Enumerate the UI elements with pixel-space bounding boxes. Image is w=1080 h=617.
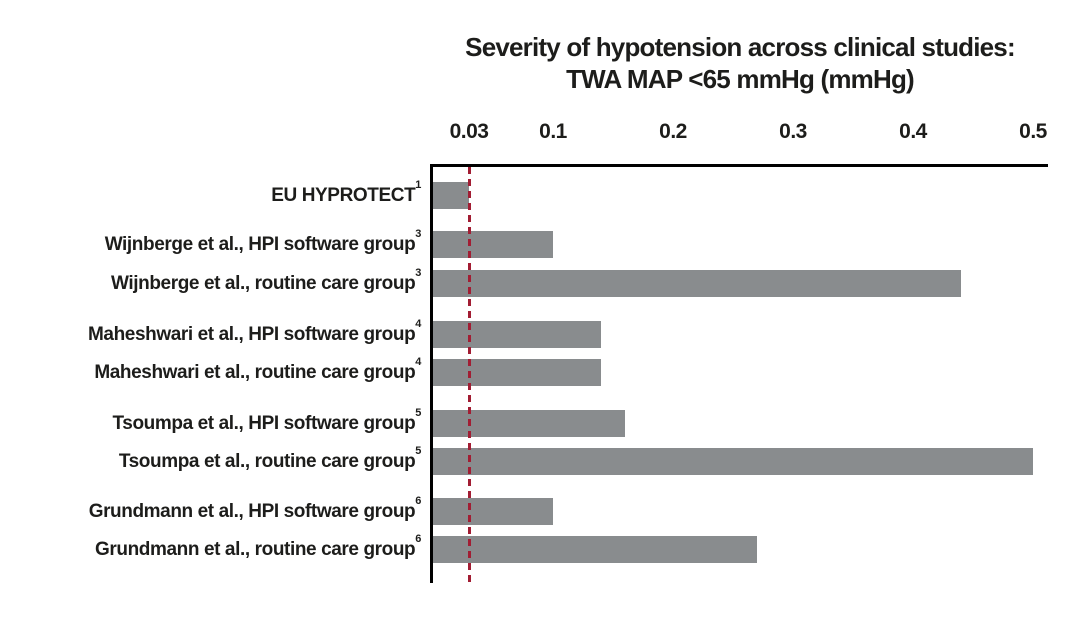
bar <box>433 231 553 258</box>
category-label: Tsoumpa et al., routine care group5 <box>118 445 422 473</box>
category-label: Grundmann et al., routine care group6 <box>95 533 421 561</box>
reference-superscript: 3 <box>415 228 421 240</box>
x-tick-label: 0.5 <box>1019 120 1047 143</box>
reference-superscript: 5 <box>415 445 421 457</box>
x-tick-label: 0.03 <box>449 120 489 143</box>
bar <box>433 498 553 525</box>
reference-superscript: 4 <box>415 356 421 368</box>
bar <box>433 536 757 563</box>
x-tick-label: 0.2 <box>659 120 687 143</box>
category-label: EU HYPROTECT1 <box>271 179 421 207</box>
bar <box>433 182 469 209</box>
reference-line <box>467 167 471 583</box>
plot-area <box>430 164 1048 583</box>
reference-superscript: 5 <box>415 407 421 419</box>
reference-superscript: 4 <box>415 318 421 330</box>
bar <box>433 270 961 297</box>
bar <box>433 448 1033 475</box>
bar <box>433 410 625 437</box>
chart-title: Severity of hypotension across clinical … <box>430 31 1050 95</box>
bar <box>433 359 601 386</box>
x-tick-label: 0.4 <box>899 120 927 143</box>
reference-superscript: 6 <box>415 495 421 507</box>
category-label: Wijnberge et al., routine care group3 <box>111 267 421 295</box>
category-label: Maheshwari et al., HPI software group4 <box>88 318 421 346</box>
reference-superscript: 1 <box>415 179 421 191</box>
category-label: Tsoumpa et al., HPI software group5 <box>112 407 422 435</box>
category-label: Wijnberge et al., HPI software group3 <box>104 228 422 256</box>
category-label: Grundmann et al., HPI software group6 <box>88 495 422 523</box>
reference-superscript: 3 <box>415 267 421 279</box>
chart-title-line-2: TWA MAP <65 mmHg (mmHg) <box>566 64 915 94</box>
bar <box>433 321 601 348</box>
category-label: Maheshwari et al., routine care group4 <box>94 356 421 384</box>
reference-superscript: 6 <box>415 533 421 545</box>
x-tick-label: 0.3 <box>779 120 807 143</box>
chart-title-line-1: Severity of hypotension across clinical … <box>465 32 1015 62</box>
x-tick-label: 0.1 <box>539 120 567 143</box>
